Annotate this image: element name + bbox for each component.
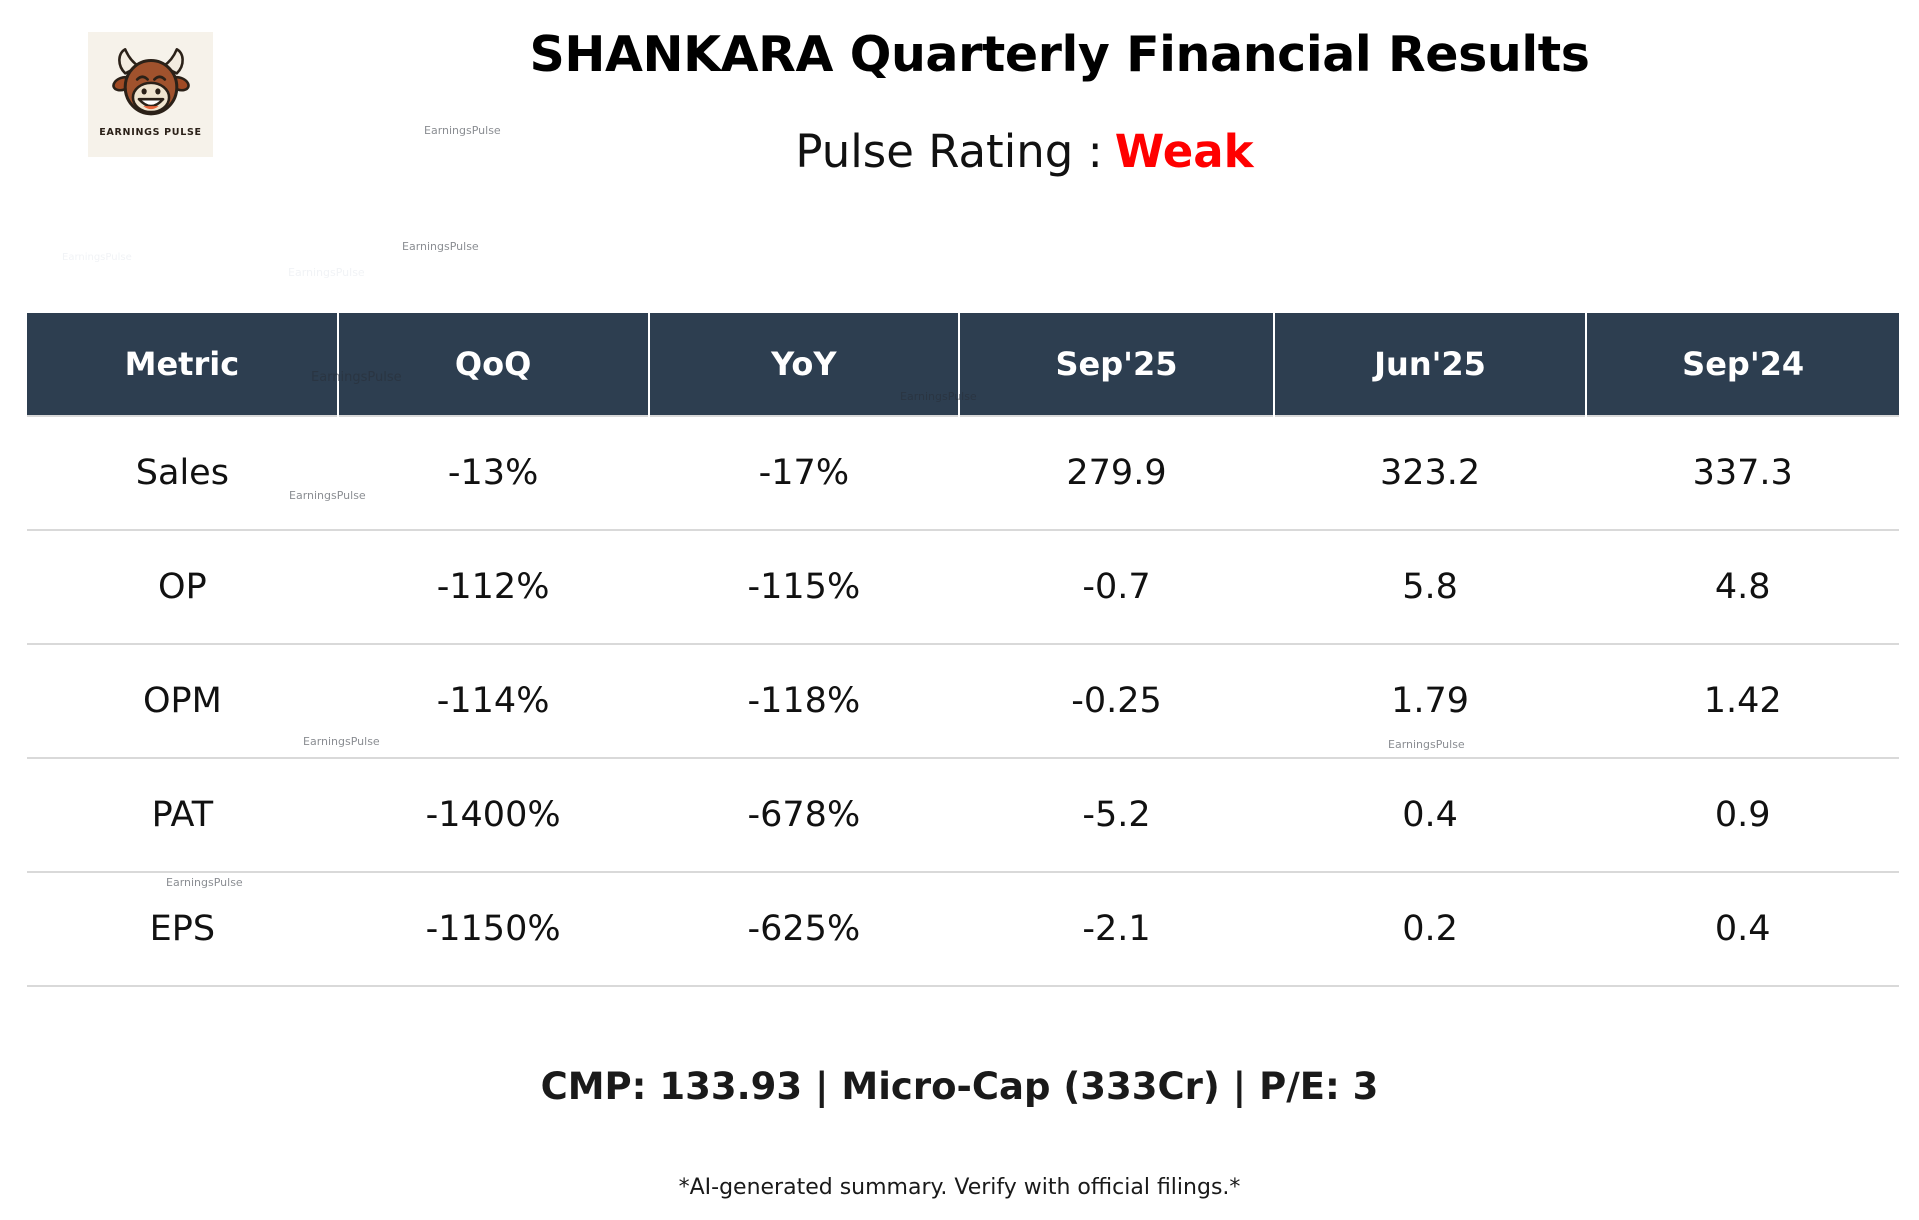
sep24-value: 337.3	[1586, 415, 1899, 531]
metric-label: OP	[27, 530, 338, 645]
table-header-row: Metric QoQ YoY Sep'25 Jun'25 Sep'24	[27, 313, 1899, 416]
metric-label: Sales	[27, 415, 338, 531]
sep25-value: -0.7	[959, 530, 1274, 645]
yoy-value: -17%	[648, 415, 960, 531]
page-title: SHANKARA Quarterly Financial Results	[529, 26, 1590, 83]
qoq-value: -112%	[337, 530, 649, 645]
metric-label: PAT	[27, 758, 338, 873]
column-header-sep24: Sep'24	[1586, 313, 1899, 416]
jun25-value: 1.79	[1273, 644, 1587, 759]
earnings-pulse-logo: EARNINGS PULSE	[88, 32, 213, 157]
sep25-value: 279.9	[959, 415, 1274, 531]
yoy-value: -678%	[648, 758, 960, 873]
column-header-yoy: YoY	[648, 313, 961, 416]
sep24-value: 0.9	[1586, 758, 1899, 873]
table-row: PAT -1400% -678% -5.2 0.4 0.9	[27, 758, 1899, 873]
qoq-value: -1400%	[337, 758, 649, 873]
table-row: OP -112% -115% -0.7 5.8 4.8	[27, 530, 1899, 645]
jun25-value: 5.8	[1273, 530, 1587, 645]
pulse-rating-value: Weak	[1114, 125, 1254, 178]
watermark: EarningsPulse	[402, 240, 479, 253]
column-header-qoq: QoQ	[337, 313, 650, 416]
jun25-value: 323.2	[1273, 415, 1587, 531]
qoq-value: -1150%	[337, 872, 649, 987]
sep24-value: 4.8	[1586, 530, 1899, 645]
column-header-sep25: Sep'25	[959, 313, 1275, 416]
yoy-value: -625%	[648, 872, 960, 987]
disclaimer-text: *AI-generated summary. Verify with offic…	[678, 1175, 1241, 1200]
table-row: OPM -114% -118% -0.25 1.79 1.42	[27, 644, 1899, 759]
sep25-value: -0.25	[959, 644, 1274, 759]
metric-label: OPM	[27, 644, 338, 759]
jun25-value: 0.4	[1273, 758, 1587, 873]
pulse-rating: Pulse Rating : Weak	[0, 125, 1919, 178]
jun25-value: 0.2	[1273, 872, 1587, 987]
bull-mascot-icon	[111, 48, 190, 116]
sep24-value: 0.4	[1586, 872, 1899, 987]
logo-caption: EARNINGS PULSE	[99, 127, 202, 138]
metric-label: EPS	[27, 872, 338, 987]
sep25-value: -2.1	[959, 872, 1274, 987]
financial-results-table: Metric QoQ YoY Sep'25 Jun'25 Sep'24 Sale…	[27, 313, 1899, 987]
table-row: EPS -1150% -625% -2.1 0.2 0.4	[27, 872, 1899, 987]
column-header-metric: Metric	[27, 313, 339, 416]
cmp-summary-line: CMP: 133.93 | Micro-Cap (333Cr) | P/E: 3	[540, 1065, 1379, 1108]
pulse-rating-label: Pulse Rating :	[795, 125, 1103, 178]
yoy-value: -115%	[648, 530, 960, 645]
yoy-value: -118%	[648, 644, 960, 759]
watermark: EarningsPulse	[62, 252, 132, 263]
qoq-value: -114%	[337, 644, 649, 759]
sep25-value: -5.2	[959, 758, 1274, 873]
qoq-value: -13%	[337, 415, 649, 531]
column-header-jun25: Jun'25	[1273, 313, 1588, 416]
watermark: EarningsPulse	[288, 266, 365, 279]
table-row: Sales -13% -17% 279.9 323.2 337.3	[27, 415, 1899, 531]
sep24-value: 1.42	[1586, 644, 1899, 759]
